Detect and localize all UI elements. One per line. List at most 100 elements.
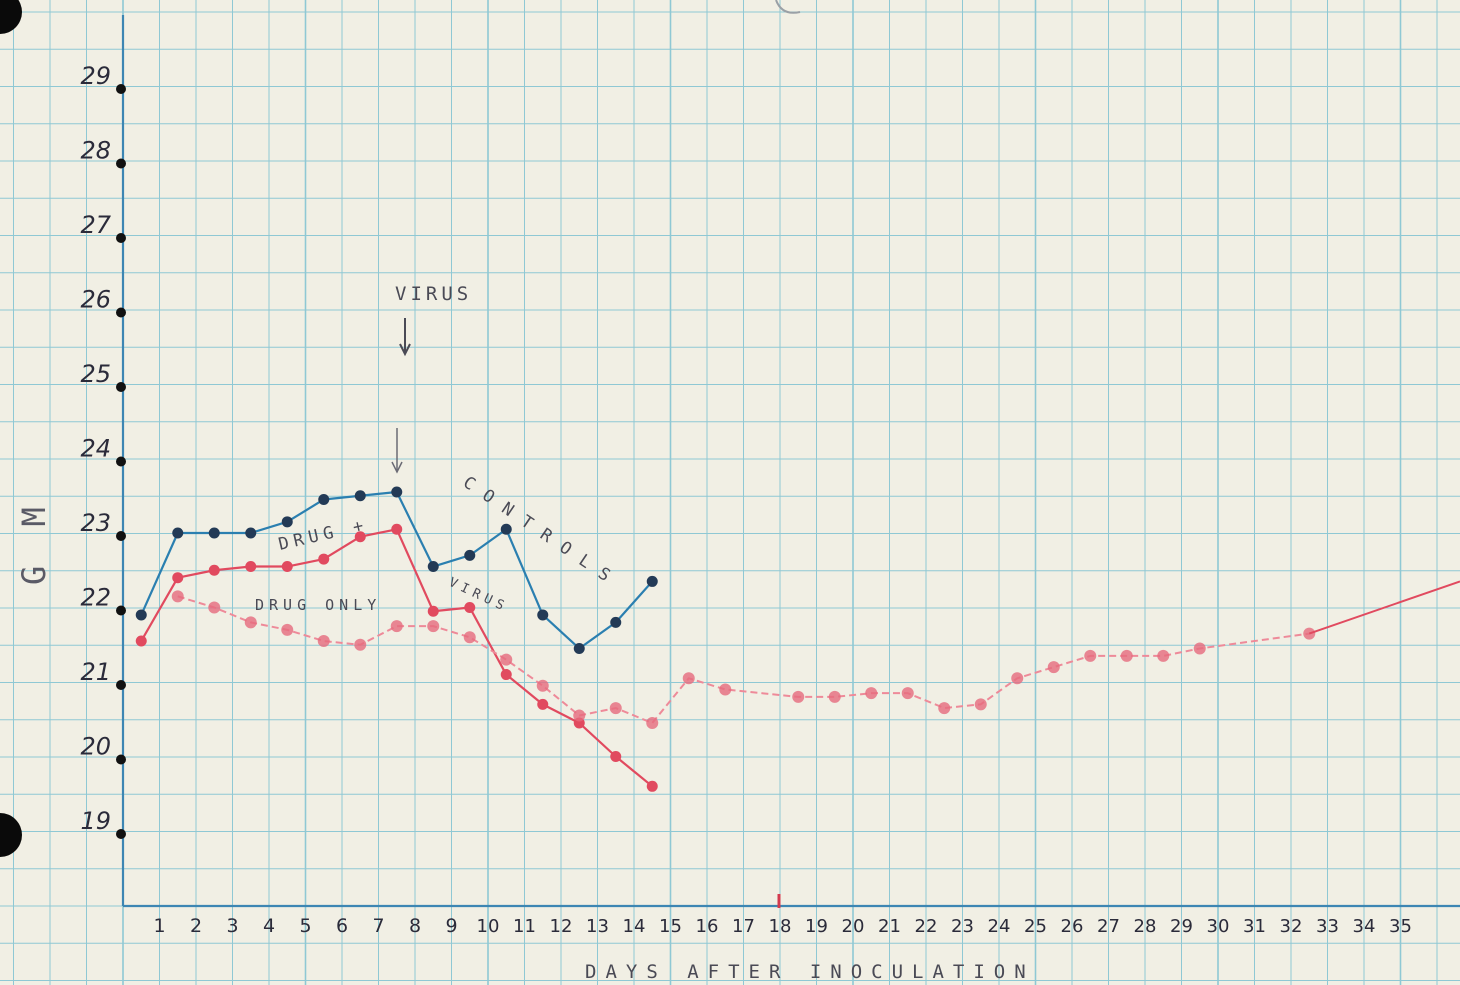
- series-1-point: [610, 751, 622, 762]
- x-tick-label: 30: [1207, 916, 1230, 937]
- series-2-point: [463, 631, 476, 644]
- series-group: [135, 486, 1460, 792]
- series-2-point: [792, 690, 805, 703]
- x-tick-label: 9: [445, 915, 457, 937]
- series-1-point: [172, 572, 184, 584]
- y-tick-dot: [116, 456, 126, 467]
- binder-hole-bottom: [0, 813, 22, 857]
- series-1-point: [318, 553, 330, 565]
- y-tick-dot: [116, 84, 126, 94]
- series-2-point: [682, 672, 695, 685]
- x-tick-label: 35: [1389, 916, 1412, 937]
- series-2-point: [646, 716, 659, 729]
- y-tick-label: 21: [80, 658, 111, 686]
- x-tick-label: 10: [477, 916, 500, 937]
- series-0-point: [646, 575, 658, 587]
- series-2-point: [390, 620, 403, 633]
- series-2-point: [1193, 642, 1206, 655]
- y-tick-dot: [116, 382, 126, 392]
- series-1-point: [427, 605, 439, 617]
- series-0-point: [537, 609, 549, 621]
- series-2-point: [1157, 649, 1170, 662]
- y-tick-dot: [116, 233, 126, 243]
- series-0-point: [391, 486, 403, 498]
- x-tick-label: 18: [769, 916, 792, 937]
- series-2-point: [573, 709, 586, 722]
- series-1-point: [391, 523, 403, 535]
- series-2-point: [427, 620, 440, 633]
- x-tick-label: 13: [586, 916, 609, 937]
- x-tick-label: 3: [226, 915, 238, 937]
- series-2-point: [171, 590, 184, 603]
- y-tick-label: 20: [80, 733, 111, 761]
- x-tick-label: 8: [409, 915, 421, 937]
- y-tick-label: 24: [80, 435, 111, 463]
- y-tick-label: 22: [80, 584, 111, 612]
- x-tick-label: 15: [659, 916, 682, 937]
- series-0-point: [318, 493, 330, 505]
- virus-arrow: [399, 318, 411, 357]
- y-tick-label: 19: [80, 807, 111, 835]
- torn-edge-mark: [775, 0, 801, 14]
- y-tick-dot: [116, 307, 126, 318]
- y-tick-dot: [116, 605, 126, 616]
- binder-hole-top: [0, 0, 22, 34]
- series-2-point: [536, 679, 549, 692]
- series-2-point: [281, 623, 294, 636]
- series-2-point: [1120, 649, 1133, 662]
- x-tick-label: 34: [1353, 916, 1376, 937]
- y-tick-dot: [116, 531, 126, 541]
- series-1-point: [464, 602, 476, 613]
- series-2-point: [719, 683, 732, 696]
- series-2-point: [974, 698, 987, 711]
- series-0-point: [208, 527, 220, 539]
- trend-extension-line: [1308, 580, 1460, 635]
- x-axis-label: DAYS AFTER INOCULATION: [585, 961, 1035, 983]
- y-tick-label: 29: [80, 62, 111, 90]
- x-tick-label: 12: [550, 916, 573, 937]
- series-1-point: [354, 531, 366, 543]
- y-tick-dot: [116, 754, 126, 765]
- x-tick-label: 1: [153, 915, 165, 937]
- drug-only-annotation-label: DRUG ONLY: [255, 596, 381, 614]
- series-1-point: [281, 561, 293, 573]
- series-2-point: [865, 687, 878, 700]
- x-tick-label: 32: [1280, 916, 1303, 937]
- y-tick-label: 28: [80, 137, 111, 165]
- y-tick-labels: 19 20 21 22 23 24 25 26 27 28 29: [80, 62, 126, 839]
- series-2-point: [609, 702, 622, 715]
- x-tick-label: 27: [1097, 916, 1120, 937]
- series-2-point: [828, 690, 841, 703]
- series-1-point: [646, 780, 658, 792]
- y-axis-label: G M: [15, 497, 53, 585]
- x-tick-label: 6: [336, 915, 348, 937]
- series-0-point: [464, 549, 476, 561]
- x-tick-label: 19: [805, 916, 828, 937]
- x-tick-label: 33: [1316, 916, 1339, 937]
- series-1-point: [537, 698, 549, 710]
- series-2-point: [901, 687, 914, 700]
- virus-annotation-label: VIRUS: [395, 283, 472, 305]
- x-tick-label: 5: [299, 915, 311, 937]
- x-tick-label: 17: [732, 916, 755, 937]
- series-2-point: [317, 635, 330, 648]
- y-tick-label: 27: [80, 211, 111, 239]
- y-tick-dot: [116, 680, 126, 690]
- y-tick-label: 26: [80, 286, 111, 314]
- x-tick-label: 4: [263, 915, 275, 937]
- x-tick-label: 11: [513, 916, 536, 937]
- x-tick-label: 25: [1024, 916, 1047, 937]
- series-1-point: [500, 669, 512, 681]
- series-0-point: [281, 516, 293, 528]
- series-2-point: [1084, 649, 1097, 662]
- series-1-point: [135, 635, 147, 647]
- x-tick-label: 28: [1134, 916, 1157, 937]
- x-tick-label: 14: [623, 916, 646, 937]
- series-1-point: [245, 561, 257, 573]
- x-tick-label: 21: [878, 916, 901, 937]
- x-tick-label: 20: [842, 916, 865, 937]
- x-tick-label: 16: [696, 916, 719, 937]
